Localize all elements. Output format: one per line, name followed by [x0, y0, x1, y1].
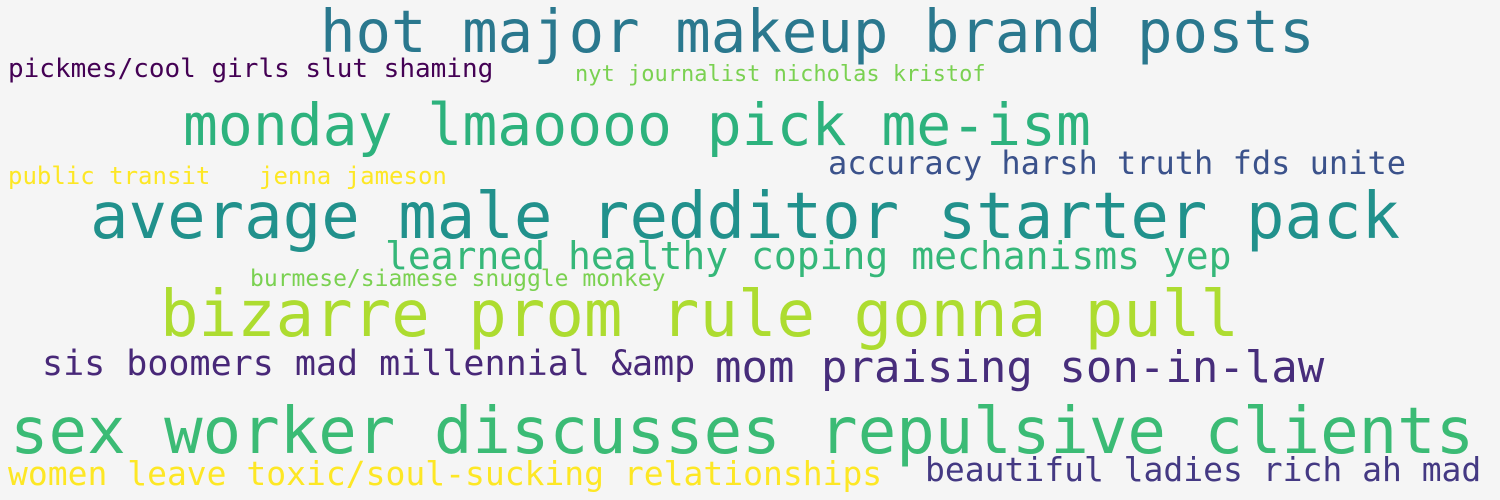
cloud-word: public transit: [8, 162, 211, 190]
cloud-word: learned healthy coping mechanisms yep: [385, 234, 1232, 278]
cloud-word: hot major makeup brand posts: [320, 0, 1315, 66]
cloud-word: accuracy harsh truth fds unite: [828, 144, 1406, 182]
cloud-word: jenna jameson: [259, 162, 447, 190]
cloud-word: monday lmaoooo pick me-ism: [183, 91, 1091, 159]
cloud-word: nyt journalist nicholas kristof: [575, 62, 986, 87]
cloud-word: burmese/siamese snuggle monkey: [250, 266, 666, 292]
cloud-word: pickmes/cool girls slut shaming: [8, 54, 494, 84]
cloud-word: sis boomers mad millennial &amp: [42, 344, 696, 384]
cloud-word: bizarre prom rule gonna pull: [160, 278, 1239, 352]
cloud-word: mom praising son-in-law: [715, 342, 1325, 393]
cloud-word: sex worker discusses repulsive clients: [10, 395, 1475, 469]
cloud-word: women leave toxic/soul-sucking relations…: [8, 454, 883, 493]
cloud-word: beautiful ladies rich ah mad: [925, 450, 1482, 489]
cloud-word: average male redditor starter pack: [90, 180, 1401, 254]
